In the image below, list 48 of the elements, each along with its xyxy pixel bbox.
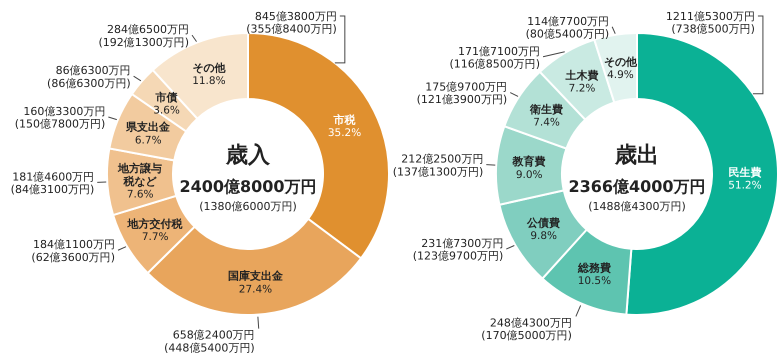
annotation: 184億1100万円 (62億3600万円) [31, 238, 115, 264]
category-label: 土木費 [566, 69, 599, 82]
annotation: 86億6300万円 (86億6300万円) [47, 64, 131, 90]
annotation: 231億7300万円 (123億9700万円) [412, 237, 504, 263]
category-label: 県支出金 [126, 120, 170, 134]
annotation: 175億9700万円 (121億3900万円) [416, 80, 508, 106]
annotation: (1380億6000万円) [199, 200, 297, 213]
subtitle: 2366億4000万円 [568, 177, 706, 196]
annotation: (1488億4300万円) [588, 200, 686, 213]
title: 歳入 [226, 143, 270, 168]
annotation: 845億3800万円 (355億8400万円) [246, 10, 337, 36]
value-label: 3.6% [153, 104, 180, 117]
category-label: 衛生費 [530, 103, 564, 116]
category-label: 公債費 [527, 216, 560, 230]
annotation: 284億6500万円 (192億1300万円) [98, 23, 190, 49]
annotation: 114億7700万円 (80億5400万円) [526, 14, 610, 40]
value-label: 27.4% [238, 283, 272, 296]
category-label: 市債 [156, 91, 178, 104]
title: 歳出 [615, 143, 659, 168]
value-label: 6.7% [134, 134, 162, 146]
annotation: 1211億5300万円 (738億500万円) [666, 10, 755, 36]
value-label: 4.9% [607, 68, 634, 81]
annotation: 658億2400万円 (448億5400万円) [164, 328, 255, 354]
category-label: 地方譲与税など [118, 162, 162, 188]
annotation: 248億4300万円 (170億5000万円) [481, 316, 572, 342]
annotation: 171億7100万円 (116億8500万円) [449, 44, 540, 70]
category-label: 教育費 [512, 155, 546, 168]
value-label: 11.8% [192, 74, 226, 87]
category-label: その他 [192, 61, 226, 74]
category-label: その他 [604, 55, 637, 68]
category-label: 市税 [334, 114, 356, 127]
annotation: 212億2500万円 (137億1300万円) [392, 152, 484, 178]
value-label: 35.2% [328, 127, 362, 140]
annotation: 181億4600万円 (84億3100万円) [10, 170, 94, 196]
value-label: 7.6% [126, 188, 154, 200]
category-label: 地方交付税 [128, 217, 183, 230]
annotation: 160億3300万円 (150億7800万円) [14, 104, 106, 131]
value-label: 10.5% [578, 274, 612, 287]
value-label: 7.2% [568, 82, 596, 95]
subtitle: 2400億8000万円 [179, 177, 317, 196]
value-label: 7.7% [142, 230, 169, 243]
value-label: 7.4% [533, 116, 560, 129]
category-label: 国庫支出金 [228, 270, 283, 283]
value-label: 51.2% [728, 180, 762, 192]
category-label: 総務費 [578, 261, 611, 274]
value-label: 9.0% [516, 168, 543, 181]
value-label: 9.8% [530, 230, 558, 242]
category-label: 民生費 [728, 166, 762, 180]
